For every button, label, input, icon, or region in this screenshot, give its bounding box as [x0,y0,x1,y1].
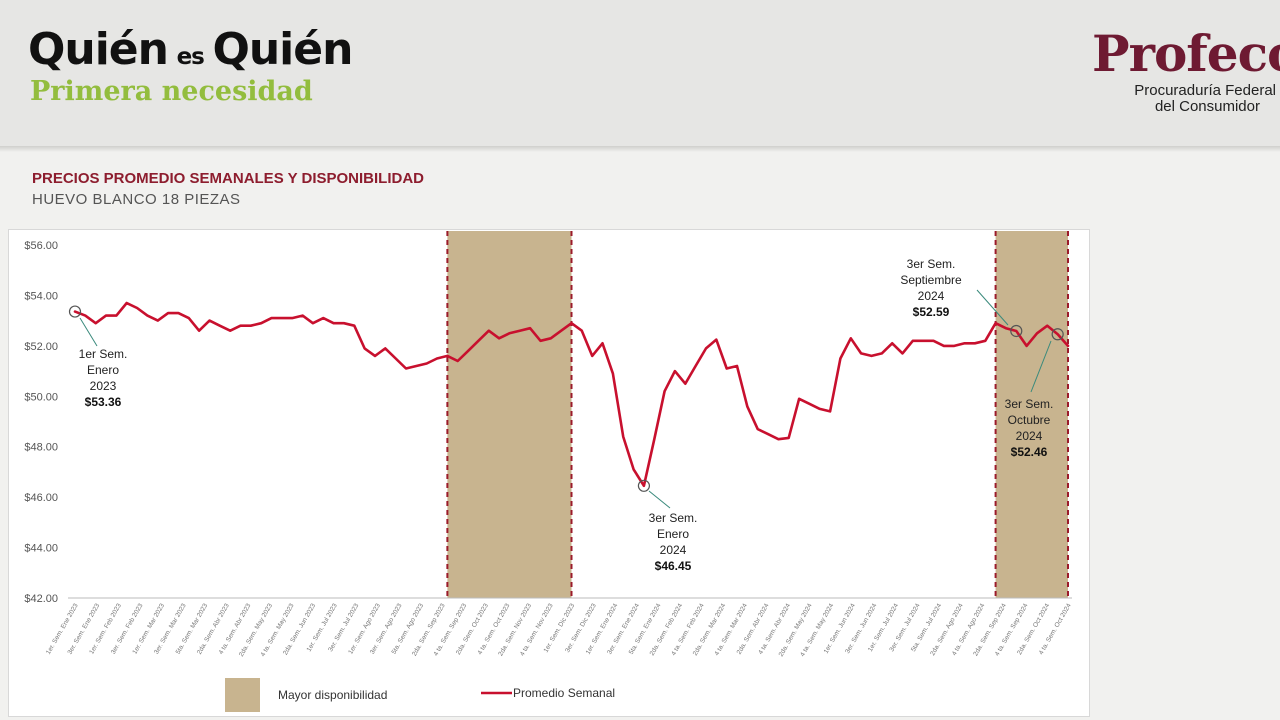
y-axis: $56.00 $54.00 $52.00 $50.00 $48.00 $46.00 $44.… [24,240,58,605]
brand-word-3: Quién [212,24,353,75]
annotation-marker [68,305,82,318]
annotations: 1er Sem. Enero 2023 $53.36 3er Sem. Enero 2024… [68,257,1064,573]
annotation-marker [1010,324,1023,338]
legend-label-band: Mayor disponibilidad [278,688,387,702]
annotation-leader [1030,340,1052,393]
annotation-text: 2024 [1016,429,1043,443]
annotation-price: $52.46 [1011,445,1048,459]
chart-title: PRECIOS PROMEDIO SEMANALES Y DISPONIBILI… [32,170,424,187]
y-tick-label: $46.00 [24,492,58,504]
y-tick-label: $48.00 [24,442,58,454]
annotation-text: 2024 [918,289,945,303]
annotation-text: 2024 [660,543,687,557]
legend-label-line: Promedio Semanal [513,686,615,700]
brand-subtitle: Primera necesidad [30,76,313,107]
availability-band [995,231,1068,598]
series-promedio-semanal [73,301,1070,488]
brand-word-2: es [176,44,205,70]
chart-subtitle: HUEVO BLANCO 18 PIEZAS [32,191,241,208]
y-tick-label: $44.00 [24,543,58,555]
legend-swatch-band [225,678,260,712]
legend: Mayor disponibilidad Promedio Semanal [225,678,615,712]
annotation-text: Octubre [1008,413,1051,427]
brand-title: Quién es Quién [28,24,353,75]
brand-word-1: Quién [28,24,169,75]
annotation-leader [976,289,1009,326]
y-tick-label: $42.00 [24,593,58,605]
profeco-tagline-2: del Consumidor [1154,98,1260,115]
series-line [73,301,1070,488]
annotation-marker [1051,328,1064,341]
annotation-text: Septiembre [900,273,962,287]
header-shadow [0,146,1280,152]
profeco-tagline-1: Procuraduría Federal [1134,82,1276,99]
annotation-text: 1er Sem. [79,347,128,361]
profeco-logo: Profeco [1092,24,1280,83]
annotation-text: 3er Sem. [649,511,698,525]
annotation-text: 3er Sem. [1005,397,1054,411]
header-bar: Quién es Quién Primera necesidad Profeco… [0,0,1280,146]
y-tick-label: $50.00 [24,391,58,403]
annotation-leader [648,490,671,509]
annotation-price: $53.36 [85,395,122,409]
y-tick-label: $54.00 [24,290,58,302]
annotation-price: $52.59 [913,305,950,319]
annotation-text: Enero [657,527,689,541]
annotation-price: $46.45 [655,559,692,573]
availability-bands [446,231,1069,598]
annotation-leader [79,317,98,347]
annotation-marker [637,479,651,492]
y-tick-label: $52.00 [24,341,58,353]
annotation-text: 3er Sem. [907,257,956,271]
availability-band [447,231,572,598]
annotation-text: 2023 [90,379,117,393]
y-tick-label: $56.00 [24,240,58,252]
annotation-text: Enero [87,363,119,377]
